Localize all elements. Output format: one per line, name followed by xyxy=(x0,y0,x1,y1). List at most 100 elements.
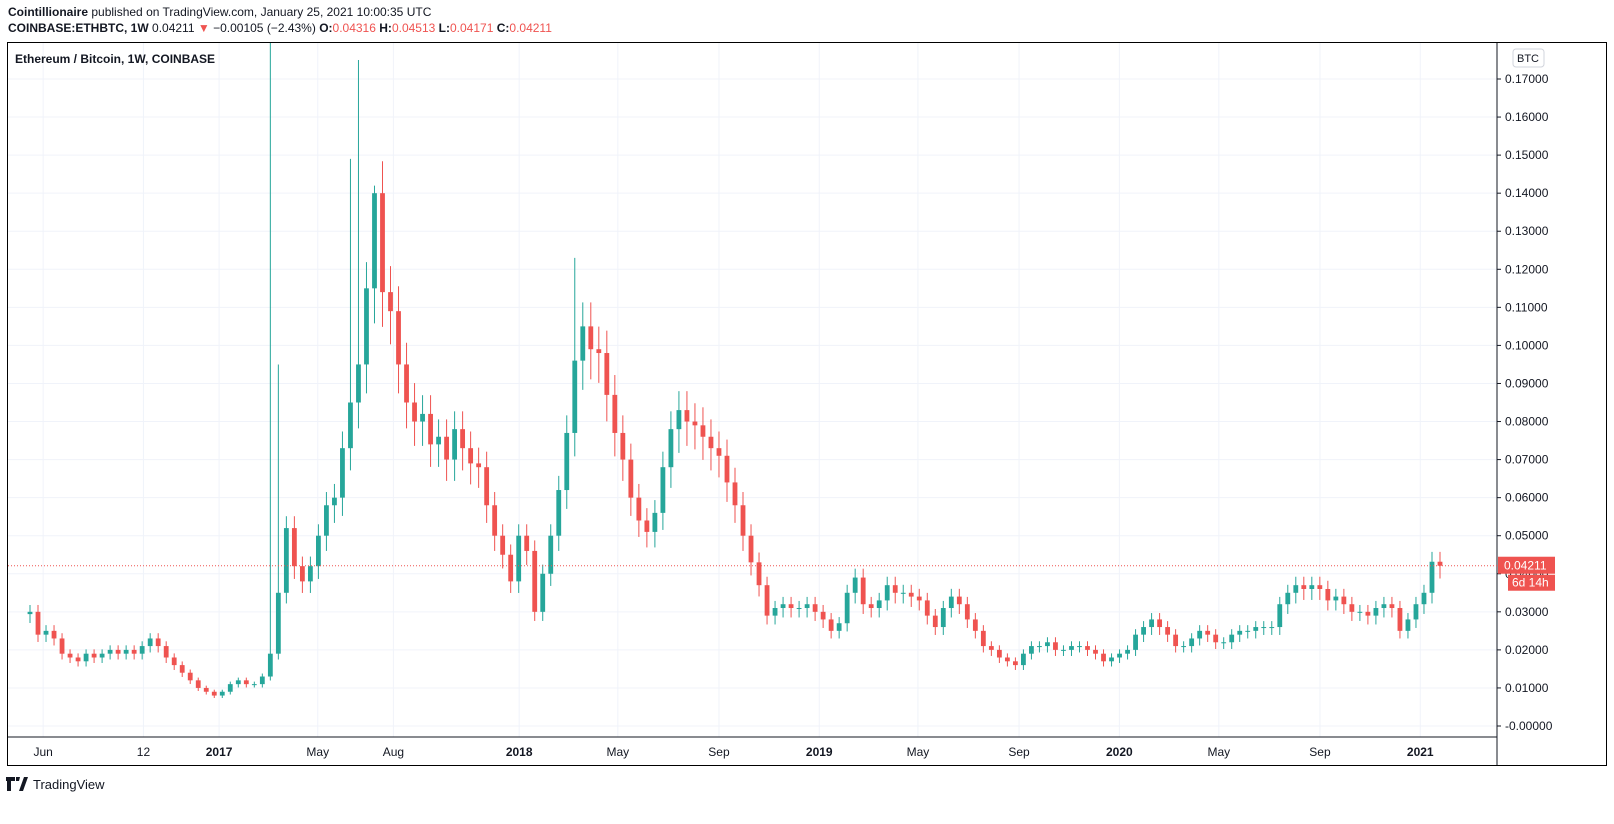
y-tick-label: 0.17000 xyxy=(1505,72,1549,86)
countdown-tag-label: 6d 14h xyxy=(1512,576,1549,590)
candle-body xyxy=(436,436,441,445)
candle-body xyxy=(1085,646,1090,650)
candle-body xyxy=(476,463,482,468)
y-tick-label: 0.16000 xyxy=(1505,110,1549,124)
footer[interactable]: TradingView xyxy=(6,775,105,793)
candle-body xyxy=(1397,608,1403,631)
candle-body xyxy=(580,326,586,361)
candle-body xyxy=(724,455,730,483)
candle-body xyxy=(203,687,209,692)
y-tick-label: 0.14000 xyxy=(1505,186,1549,200)
candle-body xyxy=(836,623,842,631)
candle-body xyxy=(948,596,954,609)
candle-body xyxy=(1253,627,1259,631)
currency-badge-label: BTC xyxy=(1517,53,1539,65)
candle-body xyxy=(1333,596,1339,601)
candle-body xyxy=(1389,604,1395,609)
candle-body xyxy=(131,649,137,654)
candle-body xyxy=(275,592,281,654)
candle-body xyxy=(796,608,802,610)
low-value: 0.04171 xyxy=(450,21,494,35)
author-name[interactable]: Cointillionaire xyxy=(8,5,89,19)
chart-header: Cointillionaire published on TradingView… xyxy=(8,4,552,36)
candle-body xyxy=(1133,634,1138,650)
y-tick-label: 0.15000 xyxy=(1505,148,1549,162)
x-tick-label: 12 xyxy=(137,745,151,759)
candle-body xyxy=(251,684,257,686)
symbol-label: COINBASE:ETHBTC, 1W xyxy=(8,21,149,35)
publish-line: Cointillionaire published on TradingView… xyxy=(8,4,552,20)
candle-body xyxy=(732,482,738,506)
y-tick-label: 0.10000 xyxy=(1505,338,1549,352)
candle-body xyxy=(171,657,177,666)
candle-body xyxy=(147,638,153,647)
candle-body xyxy=(1341,596,1347,605)
y-tick-label: 0.09000 xyxy=(1505,376,1549,390)
candle-body xyxy=(1277,604,1283,628)
candle-body xyxy=(1165,627,1171,635)
candle-body xyxy=(500,535,506,555)
candle-body xyxy=(1045,642,1050,647)
candle-body xyxy=(604,353,610,395)
candle-body xyxy=(748,535,754,563)
candle-body xyxy=(1325,588,1331,601)
currency-badge[interactable] xyxy=(1512,48,1545,68)
y-tick-label: 0.13000 xyxy=(1505,224,1549,238)
candle-body xyxy=(684,410,690,422)
candle-body xyxy=(27,611,33,615)
x-tick-label: Sep xyxy=(708,745,730,759)
candle-body xyxy=(524,535,530,551)
candle-body xyxy=(828,619,834,631)
candle-body xyxy=(219,691,225,696)
candle-body xyxy=(1309,585,1315,589)
candle-body xyxy=(1245,630,1251,632)
x-tick-label: Jun xyxy=(33,745,52,759)
candle-body xyxy=(556,490,562,536)
candle-body xyxy=(1012,661,1018,666)
candle-body xyxy=(916,596,922,601)
candle-body xyxy=(756,562,762,586)
candle-body xyxy=(91,653,97,658)
candle-body xyxy=(1205,630,1211,635)
candle-body xyxy=(484,467,490,506)
ohlc-line: COINBASE:ETHBTC, 1W 0.04211 ▼ −0.00105 (… xyxy=(8,20,552,36)
candle-body xyxy=(716,448,722,456)
candle-body xyxy=(540,573,546,612)
candle-body xyxy=(1221,642,1227,644)
candle-body xyxy=(1349,604,1355,612)
candle-body xyxy=(1421,592,1427,605)
candle-body xyxy=(1157,619,1163,628)
candle-body xyxy=(1037,646,1042,648)
candle-body xyxy=(508,554,514,582)
candle-body xyxy=(35,611,41,635)
y-tick-label: 0.07000 xyxy=(1505,453,1549,467)
candle-body xyxy=(243,680,249,685)
footer-brand: TradingView xyxy=(33,776,105,792)
candle-body xyxy=(1261,627,1267,629)
candle-body xyxy=(1429,561,1435,593)
price-change: −0.00105 (−2.43%) xyxy=(213,21,316,35)
candle-body xyxy=(572,360,578,433)
candle-body xyxy=(860,577,866,605)
candle-body xyxy=(356,364,361,403)
candle-body xyxy=(340,448,345,498)
candle-body xyxy=(532,550,538,612)
open-label: O: xyxy=(319,21,333,35)
candle-body xyxy=(612,394,618,433)
candle-body xyxy=(332,497,337,506)
candle-body xyxy=(388,292,393,312)
x-tick-label: May xyxy=(306,745,329,759)
candle-body xyxy=(988,646,994,650)
candle-body xyxy=(1101,653,1106,662)
low-label: L: xyxy=(438,21,450,35)
candle-body xyxy=(1093,649,1098,654)
candle-body xyxy=(876,600,882,609)
price-tag-label: 0.04211 xyxy=(1504,559,1547,573)
candle-body xyxy=(1117,653,1122,658)
close-label: C: xyxy=(496,21,510,35)
candle-body xyxy=(267,653,273,677)
candle-body xyxy=(932,615,938,628)
chart-frame[interactable] xyxy=(7,42,1607,766)
candle-body xyxy=(115,649,121,654)
